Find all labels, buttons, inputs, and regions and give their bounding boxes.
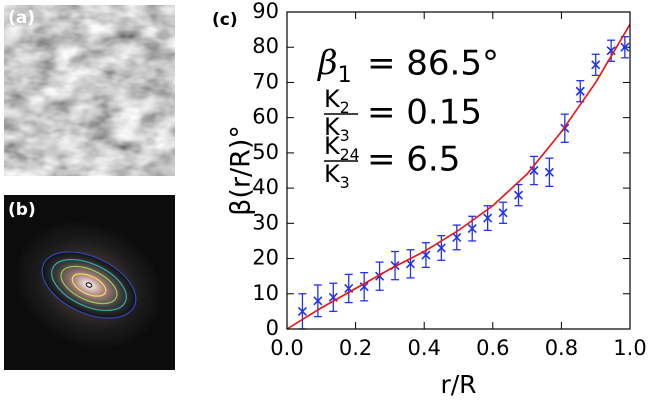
annotation-value: = 86.5° (367, 44, 499, 84)
point (498, 208, 508, 218)
annotation-value: = 0.15 (367, 93, 482, 133)
annotation-denominator: K3 (324, 113, 350, 145)
fit-line (286, 23, 631, 330)
y-tick-label: 40 (252, 175, 279, 199)
panel-a-image (4, 5, 175, 176)
y-axis-label: β(r/R)° (226, 125, 257, 216)
point (436, 243, 446, 253)
plot-frame (286, 11, 631, 330)
point (575, 86, 585, 96)
y-tick-label: 60 (252, 105, 279, 129)
annotation-numerator: K2 (324, 85, 350, 117)
panel-label: (b) (8, 200, 36, 220)
y-tick-label: 0 (266, 316, 279, 340)
y-tick-label: 90 (252, 0, 279, 23)
annotation-symbol: β1 (316, 43, 352, 88)
subscript: 3 (340, 174, 350, 192)
x-axis-label: r/R (440, 370, 476, 399)
symbol: K (324, 85, 341, 113)
y-tick-label: 80 (252, 34, 279, 58)
point (513, 190, 524, 200)
subscript: 2 (340, 99, 350, 117)
annotation-numerator: K24 (324, 132, 360, 164)
panel-label: (a) (8, 8, 35, 28)
point (606, 46, 616, 56)
point (297, 306, 308, 316)
y-tick-label: 30 (252, 210, 279, 234)
annotation-denominator: K3 (324, 160, 350, 192)
symbol: K (324, 160, 341, 188)
x-tick-label: 1.0 (613, 336, 646, 360)
y-tick-label: 50 (252, 140, 279, 164)
point (591, 60, 601, 70)
point (467, 224, 477, 234)
x-tick-label: 0.8 (545, 336, 578, 360)
point (359, 282, 369, 292)
symbol: β (316, 43, 338, 83)
annotation-value: = 6.5 (367, 140, 460, 180)
point (483, 213, 493, 223)
point (620, 42, 630, 52)
point (544, 167, 554, 177)
x-tick-label: 0.0 (270, 336, 303, 360)
panel-label: (c) (212, 10, 238, 30)
x-tick-label: 0.6 (476, 336, 509, 360)
point (452, 232, 462, 242)
symbol: K (324, 113, 341, 141)
y-tick-label: 20 (252, 246, 279, 270)
panel-b-image (4, 195, 175, 370)
subscript: 3 (340, 127, 350, 145)
subscript: 1 (338, 62, 352, 88)
point (313, 296, 323, 306)
symbol: K (324, 132, 341, 160)
subscript: 24 (340, 146, 360, 164)
point (405, 259, 416, 269)
y-tick-label: 70 (252, 69, 279, 93)
x-tick-label: 0.2 (339, 336, 372, 360)
y-tick-label: 10 (252, 281, 279, 305)
x-tick-label: 0.4 (407, 336, 440, 360)
